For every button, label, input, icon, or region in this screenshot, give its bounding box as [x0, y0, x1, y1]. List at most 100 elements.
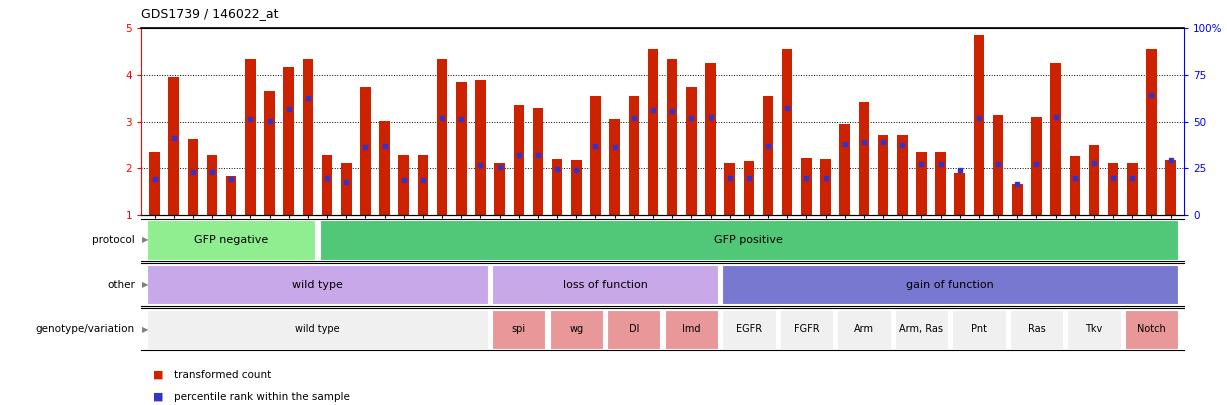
Text: other: other — [107, 279, 135, 290]
Bar — [779, 309, 833, 349]
Bar — [552, 159, 562, 215]
Text: protocol: protocol — [92, 235, 135, 245]
Bar — [590, 96, 601, 215]
Text: wild type: wild type — [292, 279, 342, 290]
Bar — [839, 124, 850, 215]
Bar — [147, 309, 488, 349]
Bar — [492, 309, 546, 349]
Bar — [319, 220, 1178, 260]
Bar — [437, 59, 448, 215]
Bar — [492, 265, 718, 304]
Bar — [897, 134, 908, 215]
Text: Tkv: Tkv — [1086, 324, 1103, 334]
Bar — [533, 107, 544, 215]
Bar — [1128, 163, 1137, 215]
Bar — [147, 265, 488, 304]
Text: ▶: ▶ — [142, 280, 148, 289]
Bar — [571, 160, 582, 215]
Bar — [188, 139, 198, 215]
Bar — [147, 220, 315, 260]
Text: percentile rank within the sample: percentile rank within the sample — [174, 392, 350, 402]
Bar — [168, 77, 179, 215]
Text: GDS1739 / 146022_at: GDS1739 / 146022_at — [141, 7, 279, 20]
Bar — [361, 87, 371, 215]
Bar — [610, 119, 620, 215]
Bar — [782, 49, 793, 215]
Bar — [607, 309, 660, 349]
Bar — [283, 67, 294, 215]
Text: Dl: Dl — [628, 324, 639, 334]
Bar — [993, 115, 1004, 215]
Text: wg: wg — [569, 324, 583, 334]
Bar — [723, 309, 775, 349]
Bar — [550, 309, 602, 349]
Bar — [456, 82, 466, 215]
Text: ■: ■ — [153, 392, 164, 402]
Bar — [628, 96, 639, 215]
Bar — [877, 134, 888, 215]
Bar — [341, 163, 351, 215]
Bar — [207, 156, 217, 215]
Bar — [150, 152, 160, 215]
Text: Arm, Ras: Arm, Ras — [899, 324, 944, 334]
Text: transformed count: transformed count — [174, 370, 271, 379]
Bar — [264, 91, 275, 215]
Bar — [648, 49, 658, 215]
Bar — [1050, 63, 1061, 215]
Bar — [1125, 309, 1178, 349]
Bar — [475, 79, 486, 215]
Bar — [226, 175, 237, 215]
Text: Arm: Arm — [854, 324, 874, 334]
Bar — [894, 309, 948, 349]
Text: ▶: ▶ — [142, 324, 148, 334]
Text: Notch: Notch — [1137, 324, 1166, 334]
Text: ▶: ▶ — [142, 235, 148, 245]
Text: ■: ■ — [153, 370, 164, 379]
Bar — [1070, 156, 1080, 215]
Bar — [379, 122, 390, 215]
Bar — [821, 159, 831, 215]
Bar — [321, 155, 333, 215]
Bar — [859, 102, 869, 215]
Text: loss of function: loss of function — [563, 279, 648, 290]
Bar — [837, 309, 891, 349]
Bar — [706, 63, 715, 215]
Bar — [955, 173, 964, 215]
Text: EGFR: EGFR — [736, 324, 762, 334]
Bar — [1031, 117, 1042, 215]
Text: gain of function: gain of function — [907, 279, 994, 290]
Bar — [245, 59, 255, 215]
Bar — [974, 35, 984, 215]
Bar — [514, 105, 524, 215]
Text: FGFR: FGFR — [794, 324, 820, 334]
Bar — [667, 59, 677, 215]
Bar — [801, 158, 811, 215]
Bar — [1166, 160, 1175, 215]
Bar — [723, 265, 1178, 304]
Text: spi: spi — [512, 324, 526, 334]
Text: genotype/variation: genotype/variation — [36, 324, 135, 334]
Bar — [917, 152, 926, 215]
Text: GFP positive: GFP positive — [714, 235, 783, 245]
Bar — [303, 59, 313, 215]
Text: Imd: Imd — [682, 324, 701, 334]
Bar — [763, 96, 773, 215]
Text: Pnt: Pnt — [971, 324, 987, 334]
Bar — [952, 309, 1006, 349]
Text: wild type: wild type — [296, 324, 340, 334]
Text: GFP negative: GFP negative — [194, 235, 269, 245]
Bar — [935, 152, 946, 215]
Bar — [1088, 145, 1099, 215]
Bar — [1012, 184, 1022, 215]
Bar — [399, 156, 409, 215]
Bar — [494, 163, 504, 215]
Bar — [1108, 163, 1118, 215]
Bar — [417, 156, 428, 215]
Bar — [665, 309, 718, 349]
Bar — [686, 87, 697, 215]
Text: Ras: Ras — [1027, 324, 1045, 334]
Bar — [1010, 309, 1063, 349]
Bar — [724, 163, 735, 215]
Bar — [744, 161, 755, 215]
Bar — [1067, 309, 1120, 349]
